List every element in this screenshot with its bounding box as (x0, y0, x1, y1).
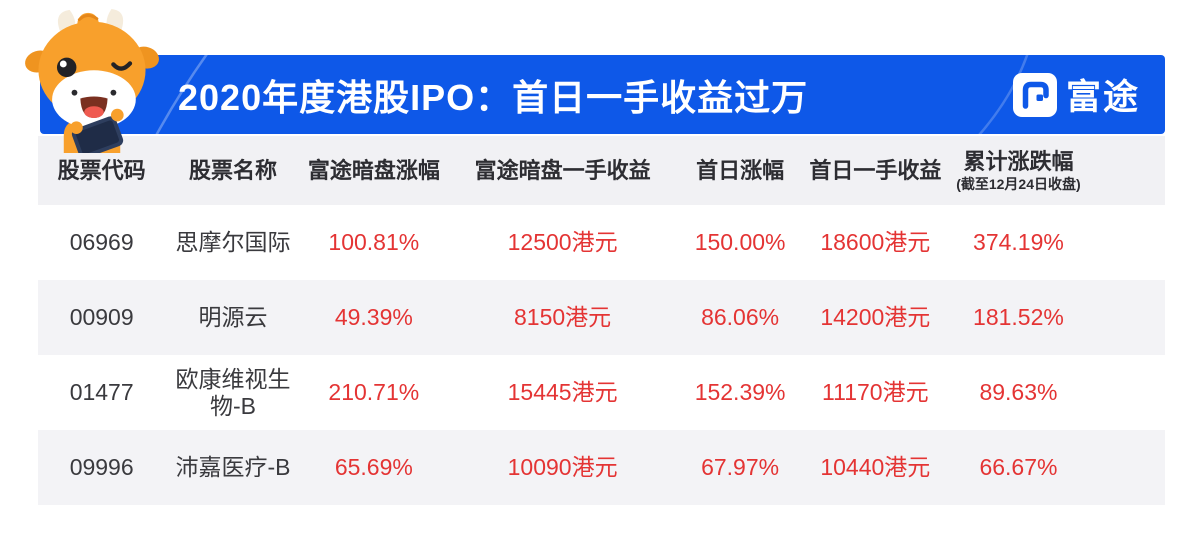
col-header-label: 富途暗盘一手收益 (474, 157, 651, 183)
stock-name: 欧康维视生物-B (175, 366, 291, 419)
table-body: 06969 思摩尔国际 100.81% 12500港元 150.00% 18600港元 37… (38, 205, 1165, 505)
futu-brand: 富途 (1012, 55, 1140, 134)
first-day-change: 150.00% (694, 229, 786, 256)
stock-name: 思摩尔国际 (175, 229, 291, 256)
dark-pool-change: 49.39% (334, 304, 413, 331)
col-header-sublabel: (截至12月24日收盘) (956, 176, 1081, 193)
first-day-change: 152.39% (694, 379, 786, 406)
first-day-one-lot-profit: 18600港元 (820, 229, 931, 256)
table-header: 股票代码 股票名称 富途暗盘涨幅 富途暗盘一手收益 首日涨幅 首日一手收益 累计涨跌幅 (截至… (38, 136, 1165, 205)
dark-pool-change: 65.69% (334, 454, 413, 481)
futu-brand-name: 富途 (1065, 78, 1140, 117)
banner: 2020年度港股IPO：首日一手收益过万 富途 (40, 55, 1165, 134)
dark-pool-change: 100.81% (328, 229, 420, 256)
first-day-change: 86.06% (701, 304, 780, 331)
col-header-label: 富途暗盘涨幅 (307, 157, 440, 183)
col-header-stock-code: 股票代码 (38, 158, 165, 183)
table-row: 09996 沛嘉医疗-B 65.69% 10090港元 67.97% 10440港元 66.… (38, 430, 1165, 505)
dark-pool-one-lot-profit: 15445港元 (507, 379, 618, 406)
cumulative-change: 181.52% (973, 304, 1064, 331)
col-header-dark-pool-change: 富途暗盘涨幅 (301, 158, 448, 183)
col-header-first-day-change: 首日涨幅 (678, 158, 802, 183)
table-row: 06969 思摩尔国际 100.81% 12500港元 150.00% 18600港元 37… (38, 205, 1165, 280)
col-header-first-day-one-lot-profit: 首日一手收益 (802, 158, 949, 183)
col-header-label: 累计涨跌幅 (963, 148, 1074, 174)
first-day-one-lot-profit: 10440港元 (820, 454, 931, 481)
stock-code: 00909 (69, 304, 134, 331)
dark-pool-one-lot-profit: 12500港元 (507, 229, 618, 256)
cumulative-change: 374.19% (973, 229, 1064, 256)
stock-code: 01477 (69, 379, 134, 406)
first-day-one-lot-profit: 11170港元 (822, 379, 929, 406)
col-header-dark-pool-one-lot-profit: 富途暗盘一手收益 (447, 158, 678, 183)
stock-name: 明源云 (198, 304, 268, 331)
stock-code: 09996 (69, 454, 134, 481)
table-row: 00909 明源云 49.39% 8150港元 86.06% 14200港元 181.52% (38, 280, 1165, 355)
col-header-stock-name: 股票名称 (165, 158, 300, 183)
col-header-label: 首日一手收益 (809, 157, 942, 183)
stock-name: 沛嘉医疗-B (175, 454, 291, 481)
cumulative-change: 66.67% (979, 454, 1058, 481)
futu-bull-mascot (25, 8, 159, 153)
table-row: 01477 欧康维视生物-B 210.71% 15445港元 152.39% 11170港… (38, 355, 1165, 430)
col-header-label: 股票代码 (57, 157, 146, 183)
dark-pool-one-lot-profit: 8150港元 (514, 304, 612, 331)
col-header-cumulative-change: 累计涨跌幅 (截至12月24日收盘) (949, 149, 1089, 192)
stock-code: 06969 (69, 229, 134, 256)
cumulative-change: 89.63% (979, 379, 1058, 406)
first-day-change: 67.97% (701, 454, 780, 481)
first-day-one-lot-profit: 14200港元 (820, 304, 931, 331)
col-header-label: 股票名称 (188, 157, 277, 183)
dark-pool-change: 210.71% (328, 379, 420, 406)
banner-title: 2020年度港股IPO：首日一手收益过万 (178, 76, 809, 118)
col-header-label: 首日涨幅 (696, 157, 785, 183)
futu-logo-icon (1012, 72, 1057, 117)
dark-pool-one-lot-profit: 10090港元 (507, 454, 618, 481)
ipo-table: 股票代码 股票名称 富途暗盘涨幅 富途暗盘一手收益 首日涨幅 首日一手收益 累计涨跌幅 (截至… (38, 136, 1165, 505)
table-header-row: 股票代码 股票名称 富途暗盘涨幅 富途暗盘一手收益 首日涨幅 首日一手收益 累计涨跌幅 (截至… (38, 136, 1165, 205)
